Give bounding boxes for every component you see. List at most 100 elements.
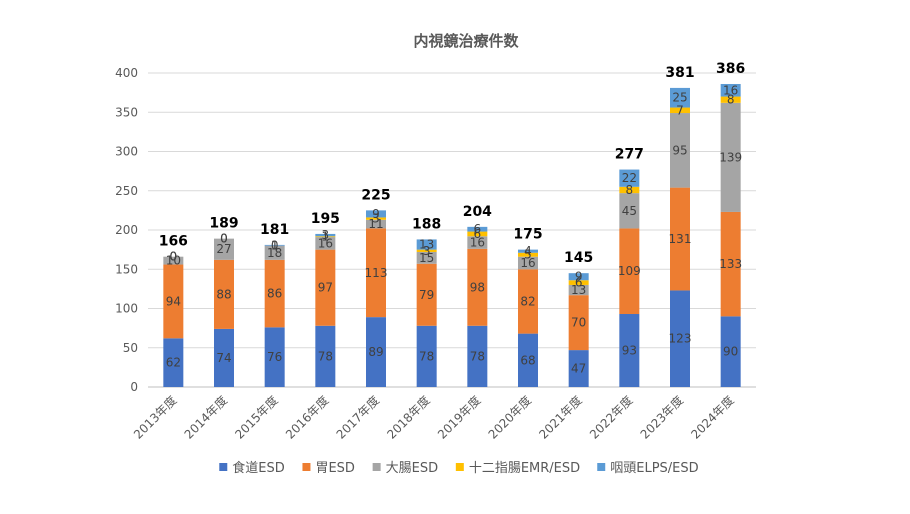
x-tick-label: 2015年度 bbox=[232, 393, 281, 442]
data-label: 9 bbox=[372, 207, 380, 221]
data-label: 131 bbox=[669, 232, 692, 246]
bar-segment bbox=[163, 264, 184, 339]
data-label: 123 bbox=[669, 332, 692, 346]
data-label: 5 bbox=[524, 248, 532, 262]
data-label: 13 bbox=[571, 283, 586, 297]
data-label: 88 bbox=[216, 287, 231, 301]
data-label: 6 bbox=[474, 227, 482, 241]
legend-swatch bbox=[219, 463, 228, 471]
x-tick-label: 2017年度 bbox=[333, 393, 382, 442]
data-label: 6 bbox=[474, 222, 482, 236]
total-label: 188 bbox=[412, 216, 441, 232]
data-label: 16 bbox=[723, 83, 738, 97]
data-label: 98 bbox=[470, 280, 485, 294]
data-label: 45 bbox=[622, 204, 637, 218]
bar-segment bbox=[568, 284, 589, 296]
y-tick-label: 250 bbox=[115, 184, 138, 198]
bar-segment bbox=[366, 317, 386, 387]
data-label: 1 bbox=[271, 238, 279, 252]
y-tick-label: 400 bbox=[115, 66, 138, 80]
data-label: 78 bbox=[318, 349, 333, 363]
data-label: 86 bbox=[267, 287, 282, 301]
legend-swatch bbox=[597, 463, 606, 471]
data-label: 0 bbox=[220, 232, 228, 246]
y-tick-label: 200 bbox=[115, 223, 138, 237]
bar-segment bbox=[315, 249, 336, 326]
bar-segment bbox=[670, 187, 690, 291]
data-label: 3 bbox=[372, 212, 380, 226]
data-label: 70 bbox=[571, 316, 586, 330]
bar-segment bbox=[518, 256, 538, 270]
bar-segment bbox=[720, 211, 741, 317]
data-label: 6 bbox=[575, 276, 583, 290]
total-label: 181 bbox=[260, 222, 289, 238]
bar-segment bbox=[670, 87, 690, 108]
bar-segment bbox=[720, 102, 741, 212]
data-label: 4 bbox=[524, 244, 532, 258]
legend: 食道ESD 胃ESD 大腸ESD 十二指腸EMR/ESD 咽頭ELPS/ESD bbox=[219, 460, 699, 476]
bar-segment bbox=[214, 259, 234, 329]
bar-segment bbox=[416, 249, 437, 252]
bar-segment bbox=[568, 295, 589, 351]
bar-segment bbox=[416, 251, 437, 264]
data-label: 8 bbox=[727, 93, 735, 107]
x-tick-label: 2014年度 bbox=[181, 393, 230, 442]
bar-segment bbox=[619, 193, 640, 229]
x-tick-label: 2016年度 bbox=[282, 393, 331, 442]
data-label: 27 bbox=[216, 242, 231, 256]
data-label: 15 bbox=[419, 251, 434, 265]
data-label: 68 bbox=[520, 353, 535, 367]
data-label: 0 bbox=[170, 250, 178, 264]
data-label: 0 bbox=[220, 232, 228, 246]
bar-segment bbox=[416, 325, 437, 387]
bar-segment bbox=[619, 169, 640, 187]
bar-segment bbox=[315, 236, 336, 238]
y-tick-label: 100 bbox=[115, 302, 138, 316]
bar-segment bbox=[467, 236, 488, 249]
y-tick-label: 300 bbox=[115, 145, 138, 159]
legend-swatch bbox=[372, 463, 381, 471]
total-label: 166 bbox=[159, 234, 188, 250]
data-label: 95 bbox=[672, 143, 687, 157]
bar-segment bbox=[467, 325, 488, 387]
data-label: 78 bbox=[470, 349, 485, 363]
bar-segment bbox=[670, 290, 690, 387]
bar-segment bbox=[568, 280, 589, 285]
bar-segment bbox=[264, 244, 285, 246]
bar-segment bbox=[467, 231, 488, 237]
data-label: 3 bbox=[322, 228, 330, 242]
data-label: 7 bbox=[676, 103, 684, 117]
data-label: 139 bbox=[719, 150, 742, 164]
x-tick-label: 2024年度 bbox=[688, 393, 737, 442]
x-tick-label: 2018年度 bbox=[384, 393, 433, 442]
bar-segment bbox=[315, 237, 336, 250]
data-label: 25 bbox=[672, 91, 687, 105]
x-tick-label: 2019年度 bbox=[434, 393, 483, 442]
x-tick-label: 2023年度 bbox=[637, 393, 686, 442]
bar-segment bbox=[619, 228, 640, 314]
legend-label: 食道ESD bbox=[232, 460, 284, 476]
data-label: 16 bbox=[520, 256, 535, 270]
bar-segment bbox=[264, 259, 285, 328]
x-tick-label: 2020年度 bbox=[485, 393, 534, 442]
bar-segment bbox=[670, 113, 690, 188]
gridlines bbox=[148, 72, 756, 388]
total-label: 145 bbox=[564, 250, 593, 266]
bar-segment bbox=[467, 248, 488, 326]
data-label: 79 bbox=[419, 288, 434, 302]
legend-label: 十二指腸EMR/ESD bbox=[469, 461, 580, 476]
data-label: 90 bbox=[723, 345, 738, 359]
bar-segment bbox=[518, 269, 538, 334]
data-label: 11 bbox=[368, 217, 383, 231]
bar-segment bbox=[315, 233, 336, 237]
bar-segment bbox=[416, 239, 437, 250]
data-label: 16 bbox=[318, 236, 333, 250]
bar-segment bbox=[619, 313, 640, 387]
data-label: 113 bbox=[365, 266, 388, 280]
data-label: 133 bbox=[719, 257, 742, 271]
data-label: 0 bbox=[271, 239, 279, 253]
bar-segment bbox=[214, 328, 234, 387]
bar-segment bbox=[518, 249, 538, 253]
bar-segment bbox=[163, 338, 184, 387]
